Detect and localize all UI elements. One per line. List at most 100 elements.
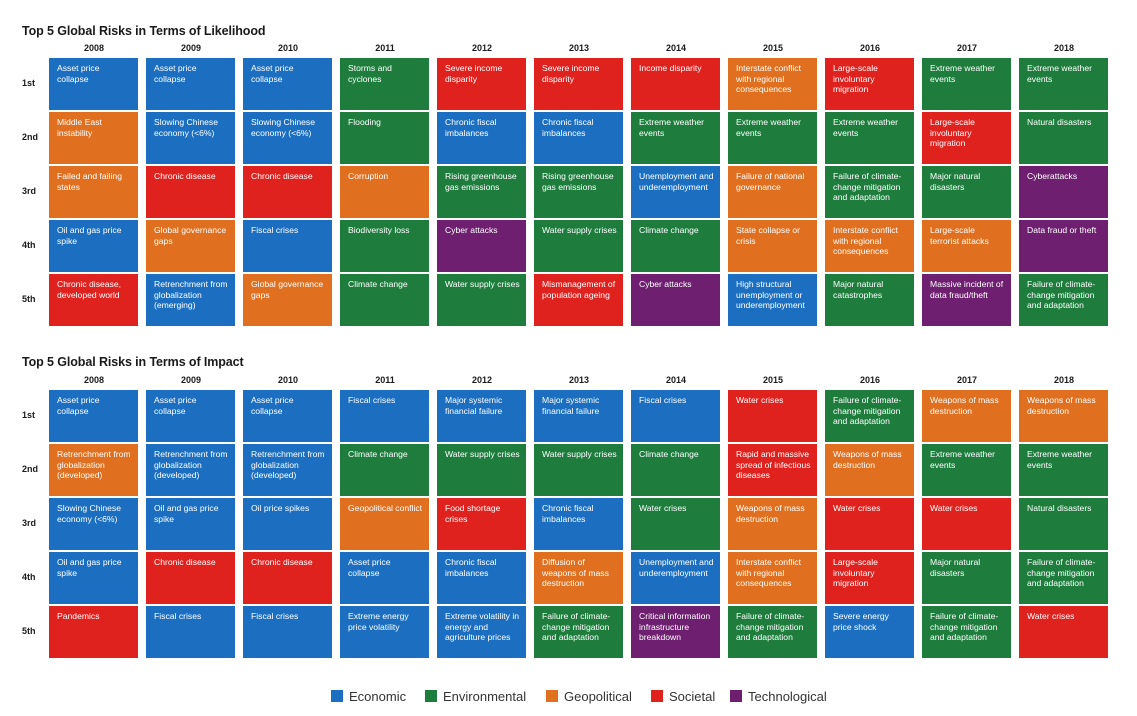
legend-item-environmental: Environmental: [425, 687, 526, 705]
risk-cell: Middle East instability: [49, 112, 138, 164]
legend-swatch: [425, 690, 437, 702]
legend: Economic Environmental Geopolitical Societa…: [0, 687, 1137, 705]
risk-cell: Water supply crises: [534, 444, 623, 496]
risk-cell: Water supply crises: [437, 444, 526, 496]
risk-cell: Failure of climate-change mitigation and…: [1019, 274, 1108, 326]
rank-label-3rd: 3rd: [22, 518, 37, 528]
year-header-2017: 2017: [956, 43, 978, 53]
risk-cell: Retrenchment from globalization (develop…: [146, 444, 235, 496]
risk-cell: Water crises: [825, 498, 914, 550]
risk-cell: Oil price spikes: [243, 498, 332, 550]
risk-cell: Water crises: [728, 390, 817, 442]
risk-cell: Interstate conflict with regional conseq…: [728, 58, 817, 110]
year-header-2018: 2018: [1053, 375, 1075, 385]
risk-cell: Rising greenhouse gas emissions: [534, 166, 623, 218]
legend-item-technological: Technological: [730, 687, 827, 705]
risk-cell: Weapons of mass destruction: [825, 444, 914, 496]
year-header-2018: 2018: [1053, 43, 1075, 53]
legend-swatch: [730, 690, 742, 702]
risk-cell: Corruption: [340, 166, 429, 218]
legend-swatch: [331, 690, 343, 702]
risk-cell: Extreme weather events: [1019, 58, 1108, 110]
risk-cell: Severe income disparity: [534, 58, 623, 110]
risk-cell: Chronic disease: [243, 552, 332, 604]
year-header-2008: 2008: [83, 43, 105, 53]
legend-item-economic: Economic: [331, 687, 406, 705]
risk-cell: Fiscal crises: [243, 220, 332, 272]
risk-cell: Rising greenhouse gas emissions: [437, 166, 526, 218]
risk-cell: Retrenchment from globalization (emergin…: [146, 274, 235, 326]
risk-cell: Climate change: [631, 444, 720, 496]
risk-cell: Water crises: [1019, 606, 1108, 658]
year-header-2016: 2016: [859, 375, 881, 385]
risk-cell: Major natural disasters: [922, 552, 1011, 604]
legend-label: Economic: [349, 688, 407, 704]
risk-cell: Climate change: [340, 274, 429, 326]
risk-cell: Diffusion of weapons of mass destruction: [534, 552, 623, 604]
legend-swatch: [651, 690, 663, 702]
risk-cell: High structural unemployment or underemp…: [728, 274, 817, 326]
risk-cell: Extreme weather events: [728, 112, 817, 164]
legend-item-societal: Societal: [651, 687, 715, 705]
risk-cell: Slowing Chinese economy (<6%): [243, 112, 332, 164]
risk-cell: Major systemic financial failure: [534, 390, 623, 442]
year-header-2010: 2010: [277, 375, 299, 385]
year-header-2015: 2015: [762, 43, 784, 53]
legend-item-geopolitical: Geopolitical: [546, 687, 632, 705]
legend-swatch: [546, 690, 558, 702]
risk-cell: Extreme weather events: [922, 58, 1011, 110]
year-header-2010: 2010: [277, 43, 299, 53]
legend-label: Environmental: [443, 688, 527, 704]
rank-label-3rd: 3rd: [22, 186, 37, 196]
risk-cell: Water crises: [631, 498, 720, 550]
year-header-2011: 2011: [375, 43, 395, 53]
year-header-2015: 2015: [762, 375, 784, 385]
risk-cell: Asset price collapse: [146, 58, 235, 110]
risk-cell: Water crises: [922, 498, 1011, 550]
risk-cell: Failure of climate-change mitigation and…: [728, 606, 817, 658]
risk-cell: Failure of climate-change mitigation and…: [922, 606, 1011, 658]
risk-cell: Interstate conflict with regional conseq…: [825, 220, 914, 272]
risk-cell: Pandemics: [49, 606, 138, 658]
year-header-2009: 2009: [180, 375, 202, 385]
risk-cell: Large-scale terrorist attacks: [922, 220, 1011, 272]
risk-cell: Cyber attacks: [631, 274, 720, 326]
risk-cell: Asset price collapse: [146, 390, 235, 442]
rank-label-5th: 5th: [22, 626, 36, 636]
risk-cell: Rapid and massive spread of infectious d…: [728, 444, 817, 496]
legend-label: Technological: [748, 688, 827, 704]
risk-cell: Unemployment and underemployment: [631, 166, 720, 218]
risk-cell: Weapons of mass destruction: [1019, 390, 1108, 442]
risk-cell: Cyberattacks: [1019, 166, 1108, 218]
risk-cell: Major natural catastrophes: [825, 274, 914, 326]
risk-cell: Fiscal crises: [631, 390, 720, 442]
risk-cell: Oil and gas price spike: [146, 498, 235, 550]
year-header-2009: 2009: [180, 43, 202, 53]
risk-cell: Asset price collapse: [49, 58, 138, 110]
rank-label-2nd: 2nd: [22, 464, 39, 474]
risk-cell: Failure of climate-change mitigation and…: [825, 166, 914, 218]
risk-cell: Flooding: [340, 112, 429, 164]
risk-cell: Chronic disease, developed world: [49, 274, 138, 326]
risk-cell: Fiscal crises: [243, 606, 332, 658]
year-header-2017: 2017: [956, 375, 978, 385]
risk-cell: Extreme weather events: [825, 112, 914, 164]
risk-cell: Slowing Chinese economy (<6%): [146, 112, 235, 164]
risk-cell: Asset price collapse: [243, 58, 332, 110]
risk-cell: Large-scale involuntary migration: [825, 552, 914, 604]
risk-cell: Retrenchment from globalization (develop…: [243, 444, 332, 496]
legend-label: Societal: [669, 688, 716, 704]
risk-cell: Chronic disease: [243, 166, 332, 218]
year-header-2012: 2012: [471, 375, 493, 385]
year-header-2014: 2014: [665, 375, 687, 385]
risk-cell: Massive incident of data fraud/theft: [922, 274, 1011, 326]
risk-cell: Failure of climate-change mitigation and…: [1019, 552, 1108, 604]
risk-cell: Failed and failing states: [49, 166, 138, 218]
risk-cell: Global governance gaps: [243, 274, 332, 326]
risk-cell: Geopolitical conflict: [340, 498, 429, 550]
risk-cell: State collapse or crisis: [728, 220, 817, 272]
risk-cell: Severe income disparity: [437, 58, 526, 110]
risk-cell: Natural disasters: [1019, 112, 1108, 164]
risk-cell: Chronic disease: [146, 552, 235, 604]
risk-cell: Asset price collapse: [49, 390, 138, 442]
